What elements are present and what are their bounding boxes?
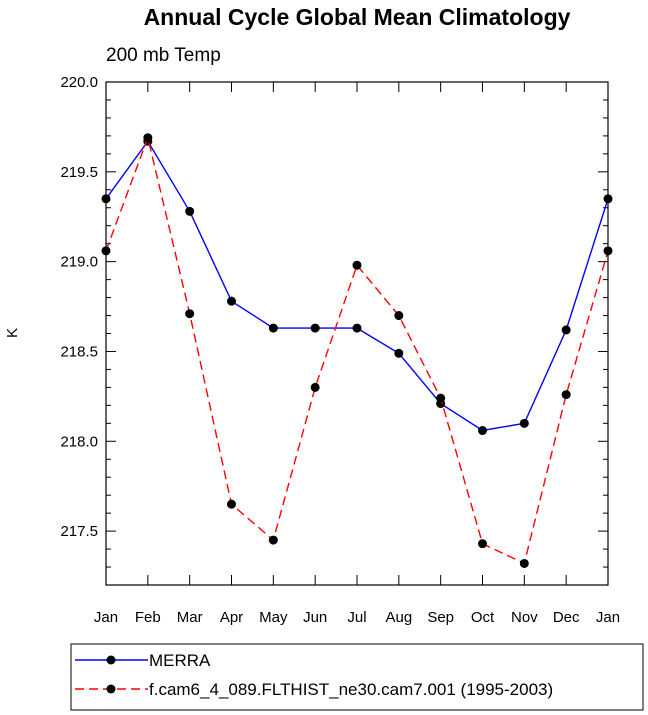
x-tick-label: Oct <box>471 609 495 626</box>
data-point <box>561 390 571 400</box>
x-tick-label: Jan <box>94 609 118 626</box>
data-point <box>561 325 571 335</box>
axis-ticks: 217.5 218.0 218.5 219.0 219.5 220.0 Jan Feb Mar A… <box>60 74 620 626</box>
y-tick-label: 219.0 <box>60 254 98 271</box>
series-line-0 <box>105 140 609 432</box>
data-point <box>310 382 320 392</box>
data-point <box>227 499 236 509</box>
data-point <box>310 323 320 333</box>
x-tick-label: Mar <box>177 609 203 626</box>
plot-frame <box>105 81 609 586</box>
chart-title: Annual Cycle Global Mean Climatology <box>144 4 571 30</box>
x-tick-label: Jan <box>596 609 620 626</box>
data-point <box>394 348 404 358</box>
x-tick-label: May <box>259 609 288 626</box>
series-line-1 <box>105 135 609 565</box>
data-point <box>185 206 195 216</box>
data-point <box>227 296 236 306</box>
x-tick-label: Jun <box>303 609 327 626</box>
series-group <box>101 133 613 568</box>
data-point <box>352 323 362 333</box>
data-point <box>268 323 278 333</box>
data-point <box>519 418 529 428</box>
data-point <box>478 539 487 549</box>
x-tick-label: Sep <box>427 609 454 626</box>
legend-box <box>70 643 644 711</box>
data-point <box>185 309 195 319</box>
legend-marker <box>106 655 116 665</box>
data-point <box>519 558 529 568</box>
y-axis-label: K <box>4 328 21 338</box>
data-point <box>143 133 153 143</box>
y-tick-label: 219.5 <box>60 164 98 181</box>
data-point <box>478 426 487 436</box>
data-point <box>268 535 278 545</box>
data-point <box>436 393 446 403</box>
x-tick-label: Dec <box>553 609 580 626</box>
legend: MERRA f.cam6_4_089.FLTHIST_ne30.cam7.001 … <box>70 643 644 711</box>
data-point <box>394 311 404 321</box>
x-tick-label: Jul <box>347 609 366 626</box>
data-point <box>352 260 362 270</box>
y-tick-label: 220.0 <box>60 74 98 91</box>
legend-label: MERRA <box>149 651 211 670</box>
x-tick-label: Apr <box>220 609 243 626</box>
y-tick-label: 217.5 <box>60 523 98 540</box>
legend-label: f.cam6_4_089.FLTHIST_ne30.cam7.001 (1995… <box>149 680 553 699</box>
y-tick-label: 218.5 <box>60 343 98 360</box>
x-tick-label: Aug <box>385 609 412 626</box>
x-tick-label: Nov <box>511 609 538 626</box>
legend-marker <box>106 684 116 694</box>
chart-subtitle: 200 mb Temp <box>106 45 221 66</box>
x-tick-label: Feb <box>135 609 161 626</box>
y-tick-label: 218.0 <box>60 433 98 450</box>
